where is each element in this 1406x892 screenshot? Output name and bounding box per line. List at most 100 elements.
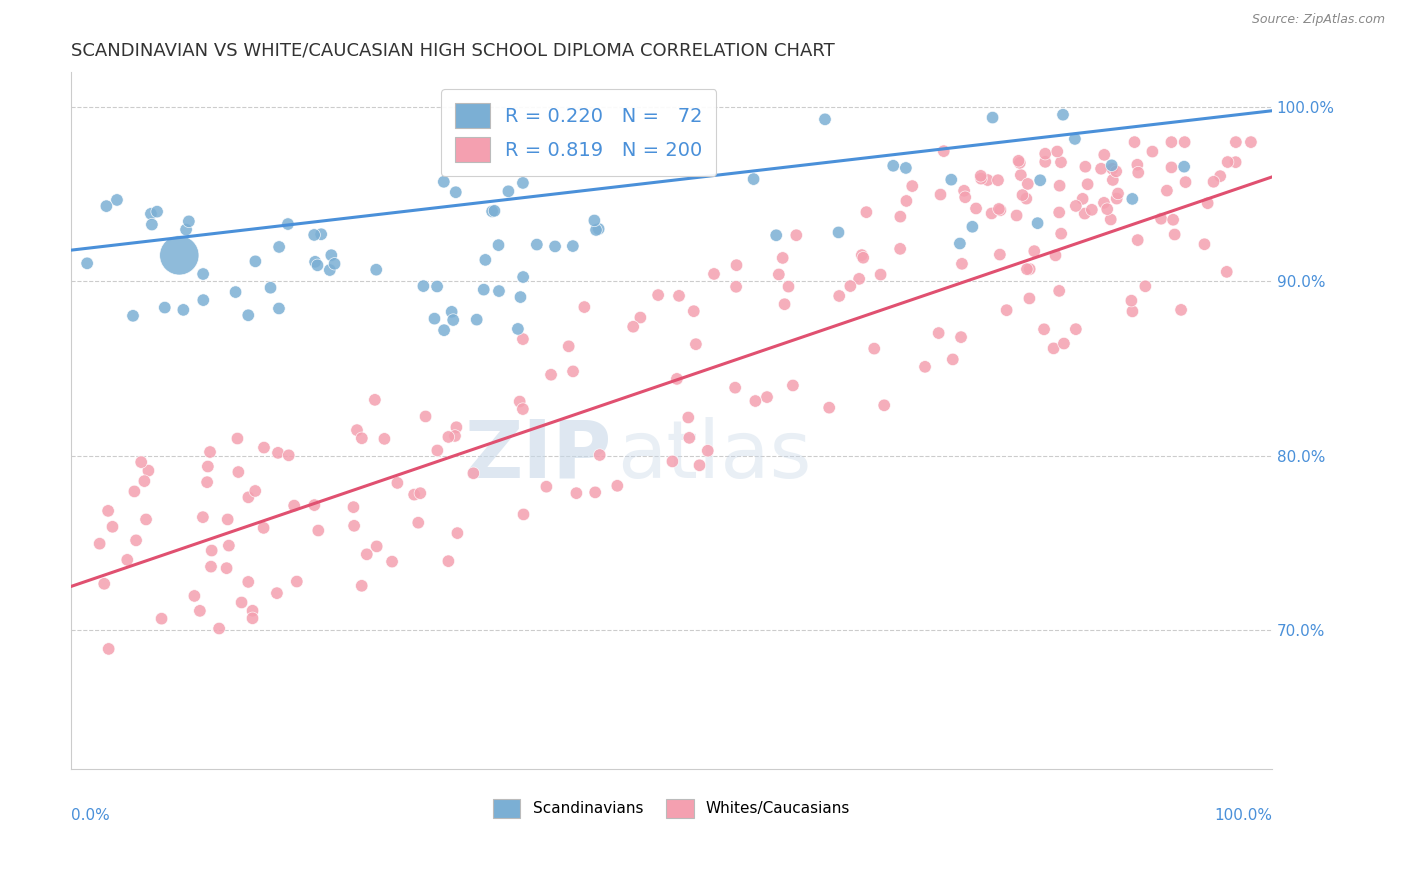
Point xyxy=(965,202,987,216)
Point xyxy=(1126,158,1149,172)
Point xyxy=(1008,156,1031,170)
Point xyxy=(914,359,936,374)
Point xyxy=(200,559,222,574)
Point xyxy=(138,464,160,478)
Point xyxy=(962,219,984,234)
Point xyxy=(756,390,779,404)
Point xyxy=(437,554,460,568)
Point xyxy=(725,280,748,294)
Point xyxy=(661,454,683,468)
Point xyxy=(321,248,343,262)
Point xyxy=(540,368,562,382)
Point xyxy=(208,622,231,636)
Point xyxy=(139,207,162,221)
Point xyxy=(1161,212,1184,227)
Point xyxy=(1160,161,1182,175)
Point xyxy=(1126,233,1149,247)
Point xyxy=(433,323,456,337)
Point xyxy=(785,228,807,243)
Point xyxy=(1163,227,1185,242)
Point xyxy=(191,510,214,524)
Point xyxy=(135,512,157,526)
Point xyxy=(346,423,368,437)
Point xyxy=(242,604,264,618)
Point xyxy=(437,430,460,444)
Point xyxy=(146,204,169,219)
Point xyxy=(472,283,495,297)
Point xyxy=(1090,161,1112,176)
Point xyxy=(245,483,267,498)
Point xyxy=(1046,145,1069,159)
Point xyxy=(512,332,534,346)
Point xyxy=(1050,227,1073,241)
Point xyxy=(444,186,467,200)
Point xyxy=(342,500,364,515)
Point xyxy=(441,313,464,327)
Point xyxy=(364,392,387,407)
Point xyxy=(949,236,972,251)
Point xyxy=(827,226,849,240)
Point xyxy=(1005,209,1028,223)
Point xyxy=(191,267,214,281)
Point xyxy=(506,322,529,336)
Point xyxy=(124,484,146,499)
Point xyxy=(228,465,250,479)
Point xyxy=(343,518,366,533)
Point xyxy=(1216,265,1239,279)
Point xyxy=(307,258,329,272)
Point xyxy=(1240,135,1263,149)
Point xyxy=(433,175,456,189)
Text: 0.0%: 0.0% xyxy=(72,807,110,822)
Point xyxy=(259,281,281,295)
Point xyxy=(565,486,588,500)
Point xyxy=(1197,196,1219,211)
Point xyxy=(1077,178,1099,192)
Point xyxy=(319,263,342,277)
Point xyxy=(929,187,952,202)
Point xyxy=(488,238,510,252)
Point xyxy=(304,498,326,512)
Text: 100.0%: 100.0% xyxy=(1213,807,1272,822)
Point xyxy=(1047,284,1070,298)
Point xyxy=(97,504,120,518)
Point xyxy=(950,257,973,271)
Point xyxy=(953,190,976,204)
Point xyxy=(488,284,510,298)
Point xyxy=(981,111,1004,125)
Point xyxy=(215,561,238,575)
Point xyxy=(440,305,463,319)
Point xyxy=(512,176,534,190)
Point xyxy=(1105,192,1128,206)
Point xyxy=(987,202,1010,216)
Point xyxy=(855,205,877,219)
Point xyxy=(193,293,215,307)
Point xyxy=(117,553,139,567)
Point xyxy=(1101,161,1123,176)
Point xyxy=(941,172,963,186)
Point xyxy=(1052,108,1074,122)
Point xyxy=(307,524,329,538)
Point xyxy=(225,285,247,299)
Point xyxy=(1101,158,1123,172)
Point xyxy=(1099,212,1122,227)
Point xyxy=(426,443,449,458)
Point xyxy=(544,239,567,253)
Point xyxy=(484,203,506,218)
Point xyxy=(387,475,409,490)
Point xyxy=(1015,192,1038,206)
Point xyxy=(814,112,837,127)
Point xyxy=(195,475,218,490)
Point xyxy=(105,193,128,207)
Point xyxy=(238,574,260,589)
Point xyxy=(285,574,308,589)
Point xyxy=(1047,205,1070,219)
Point xyxy=(269,240,291,254)
Text: SCANDINAVIAN VS WHITE/CAUCASIAN HIGH SCHOOL DIPLOMA CORRELATION CHART: SCANDINAVIAN VS WHITE/CAUCASIAN HIGH SCH… xyxy=(72,42,835,60)
Point xyxy=(778,279,800,293)
Point xyxy=(323,257,346,271)
Point xyxy=(976,173,998,187)
Point xyxy=(1064,199,1087,213)
Point xyxy=(238,491,260,505)
Point xyxy=(839,279,862,293)
Point xyxy=(1156,184,1178,198)
